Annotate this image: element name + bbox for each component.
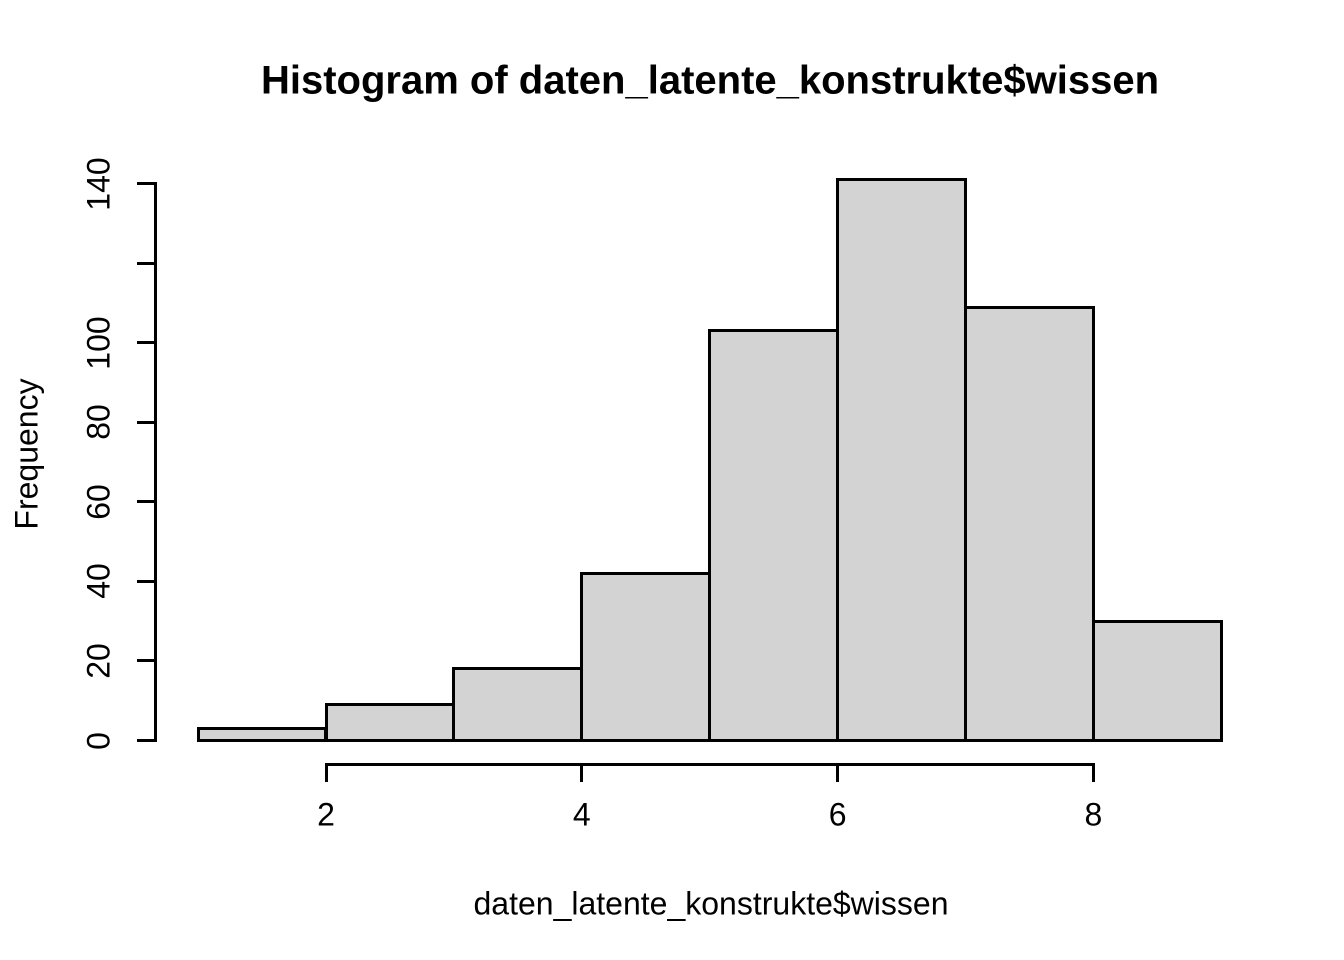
y-tick-label: 20 bbox=[80, 643, 117, 679]
y-tick-label: 0 bbox=[80, 731, 117, 750]
histogram-bar bbox=[836, 178, 967, 742]
y-tick-mark bbox=[137, 500, 155, 504]
x-tick-mark bbox=[580, 764, 584, 782]
y-tick-label: 40 bbox=[80, 563, 117, 600]
y-axis-label: Frequency bbox=[8, 378, 45, 530]
chart-title: Histogram of daten_latente_konstrukte$wi… bbox=[260, 58, 1160, 103]
x-tick-mark bbox=[836, 764, 840, 782]
y-tick-mark bbox=[137, 739, 155, 742]
y-tick-label: 80 bbox=[80, 404, 117, 441]
x-tick-label: 8 bbox=[1084, 796, 1103, 833]
histogram-bar bbox=[1091, 619, 1223, 742]
y-tick-mark bbox=[137, 182, 155, 186]
y-tick-mark bbox=[137, 579, 155, 583]
x-tick-label: 6 bbox=[828, 796, 847, 833]
histogram-bar bbox=[580, 572, 712, 742]
y-tick-mark bbox=[137, 420, 155, 424]
y-tick-label: 100 bbox=[80, 316, 117, 370]
histogram-bar bbox=[324, 703, 456, 742]
y-tick-mark bbox=[137, 341, 155, 345]
y-tick-label: 140 bbox=[80, 157, 117, 211]
x-axis-label: daten_latente_konstrukte$wissen bbox=[473, 885, 949, 922]
y-axis-line bbox=[153, 182, 157, 742]
histogram-bar bbox=[196, 727, 328, 742]
histogram-bar bbox=[708, 329, 840, 742]
x-tick-label: 2 bbox=[317, 796, 335, 833]
y-tick-mark bbox=[137, 261, 155, 265]
x-tick-mark bbox=[1091, 764, 1095, 782]
x-tick-label: 4 bbox=[572, 796, 591, 833]
y-tick-mark bbox=[137, 659, 155, 663]
histogram-bar bbox=[964, 305, 1095, 742]
x-axis-line bbox=[324, 762, 1095, 766]
histogram-bar bbox=[452, 667, 584, 742]
x-tick-mark bbox=[324, 764, 328, 782]
y-tick-label: 60 bbox=[80, 484, 117, 520]
